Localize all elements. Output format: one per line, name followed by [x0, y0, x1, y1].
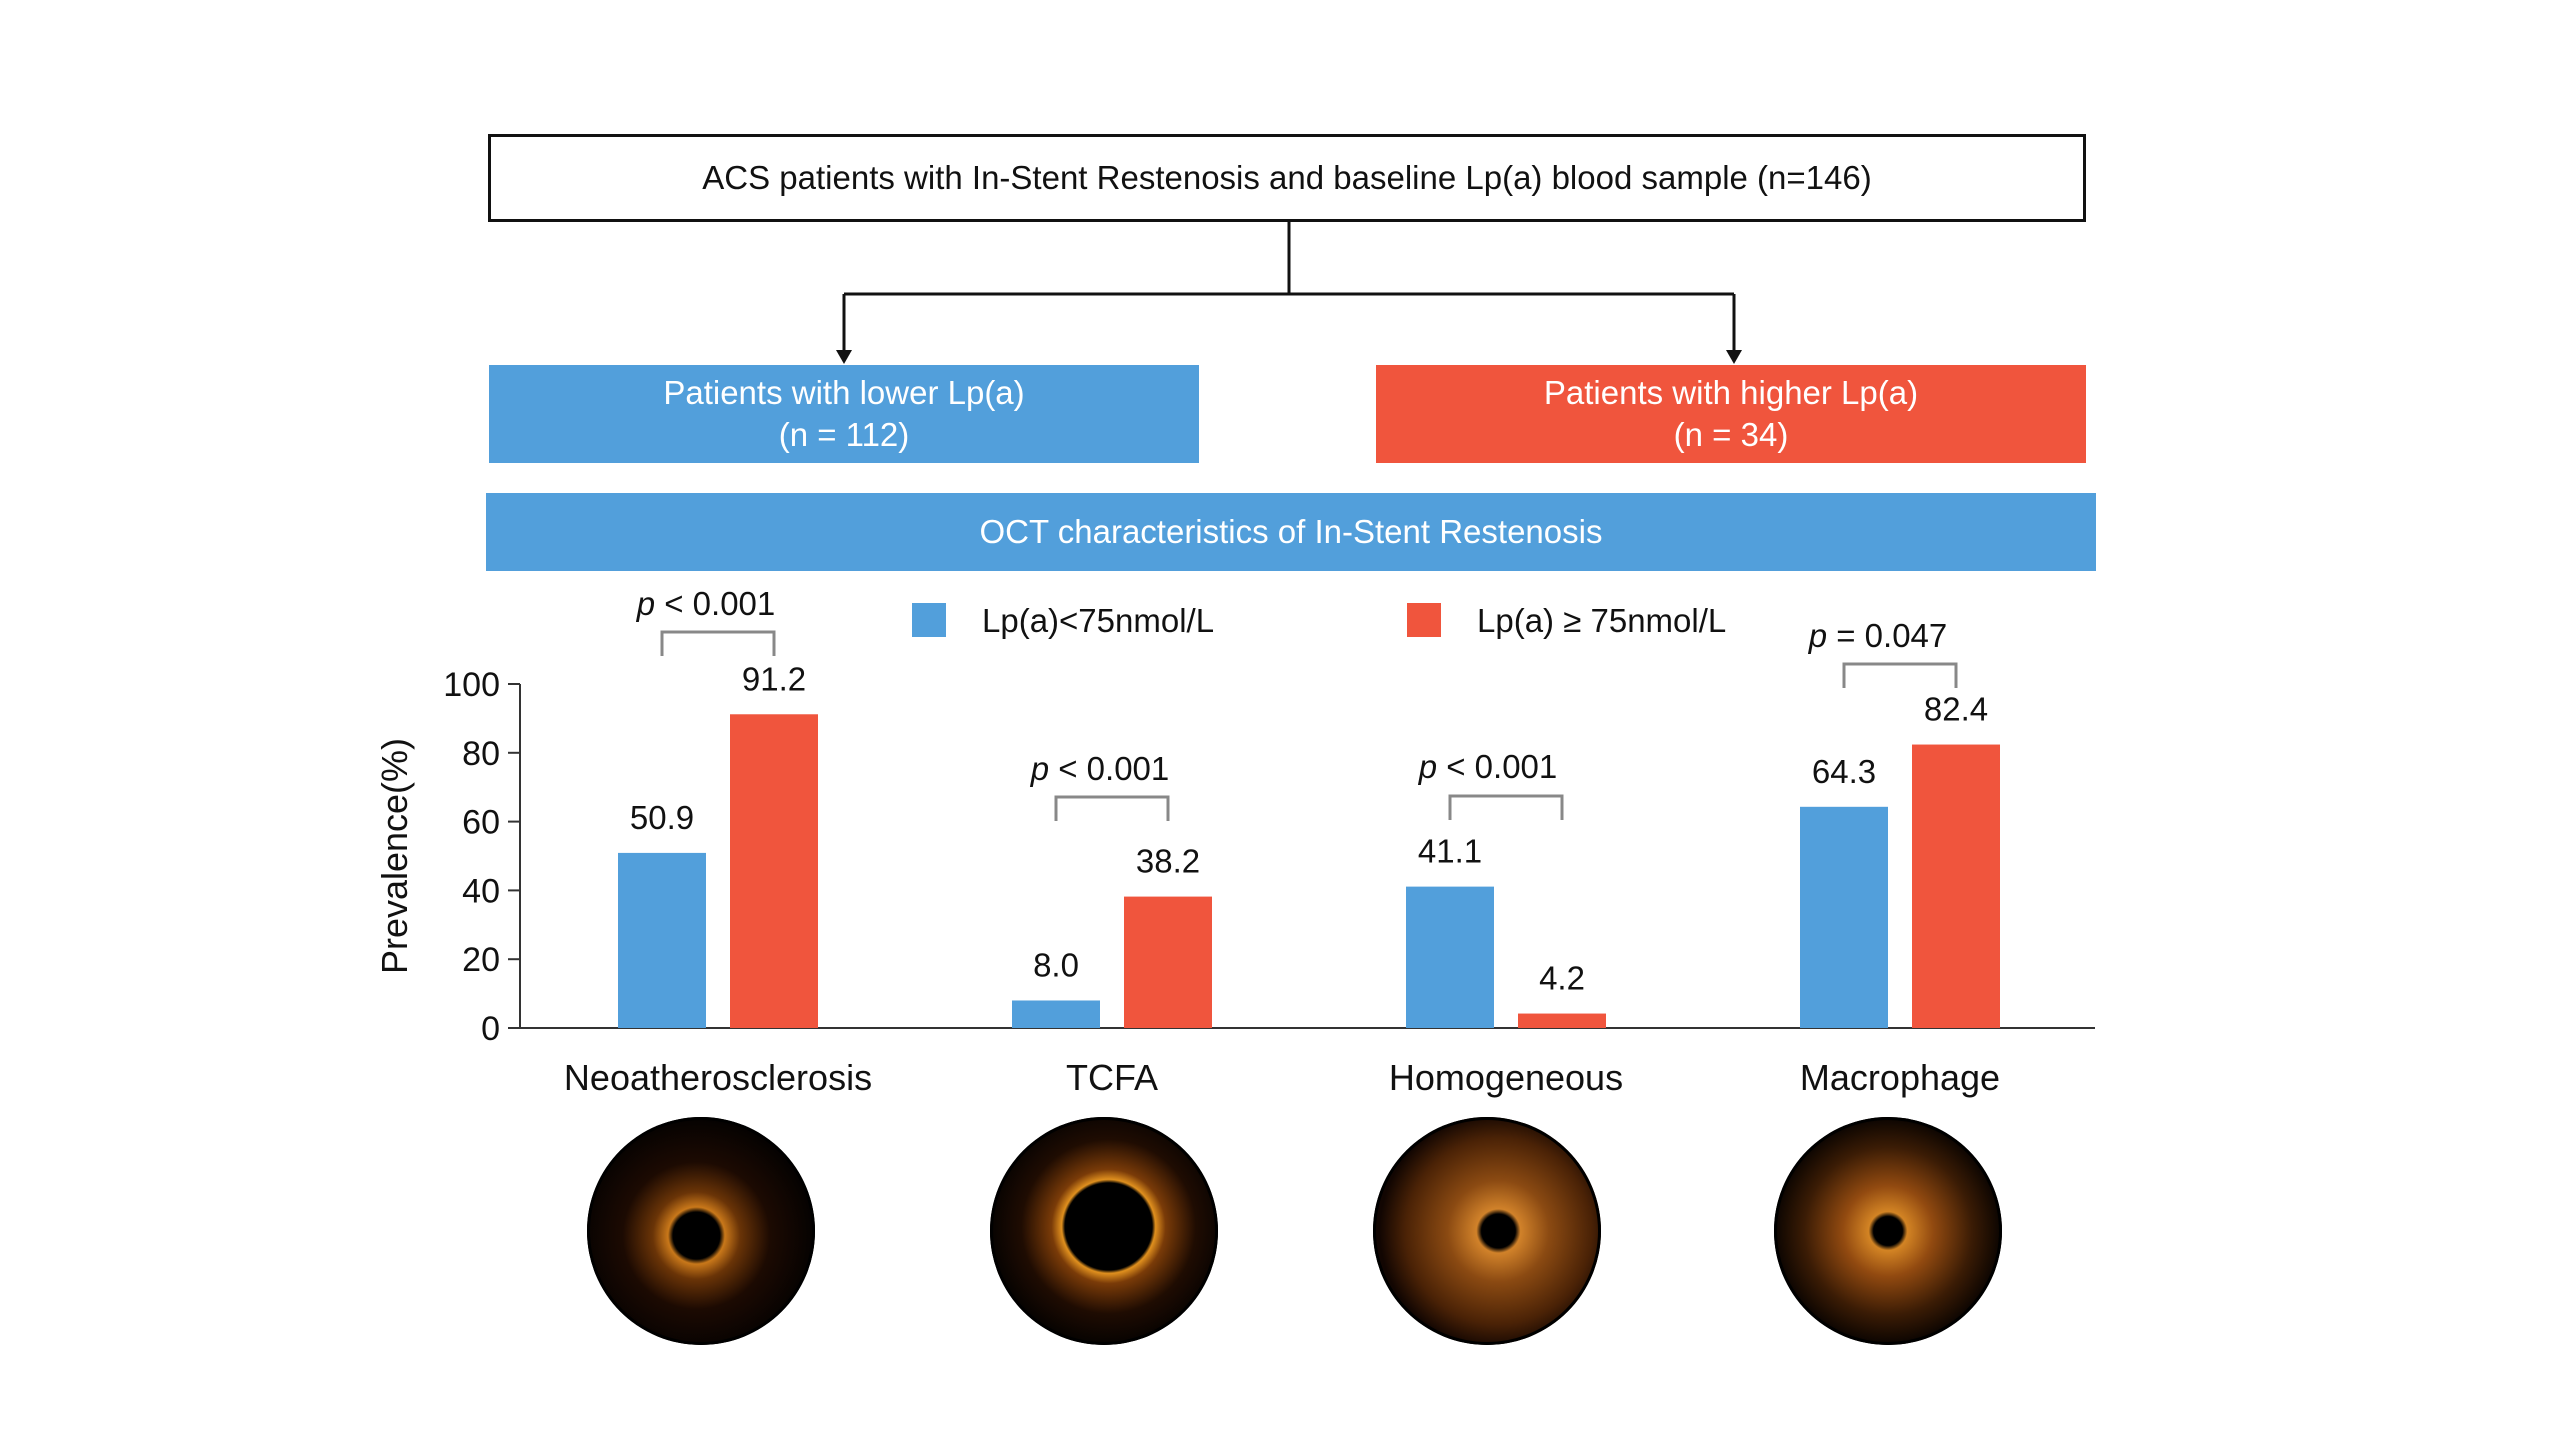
legend-swatch	[912, 603, 946, 637]
y-tick-label: 60	[462, 804, 500, 842]
p-value-label: p = 0.047	[1808, 617, 1948, 654]
bar-neoatherosclerosis-high	[730, 714, 818, 1028]
significance-bracket	[1842, 662, 1958, 688]
legend-label: Lp(a) ≥ 75nmol/L	[1477, 602, 1726, 639]
lower-lpa-title: Patients with lower Lp(a)	[663, 374, 1025, 411]
Homogeneous-oct-icon	[1373, 1117, 1601, 1345]
y-tick-label: 80	[462, 735, 500, 773]
arrowhead-left	[836, 350, 852, 364]
legend-label: Lp(a)<75nmol/L	[982, 602, 1214, 639]
Macrophage-oct-icon	[1774, 1117, 2002, 1345]
bar-value-label: 4.2	[1539, 960, 1585, 997]
bar-macrophage-high	[1912, 744, 2000, 1028]
significance-bracket	[660, 630, 776, 656]
y-tick-label: 20	[462, 941, 500, 979]
oct-banner-text: OCT characteristics of In-Stent Restenos…	[979, 513, 1603, 550]
flow-connectors	[836, 222, 1742, 364]
x-category-label: TCFA	[1066, 1057, 1158, 1098]
significance-bracket	[1054, 795, 1170, 821]
bar-homogeneous-low	[1406, 886, 1494, 1028]
x-category-label: Neoatherosclerosis	[564, 1057, 872, 1098]
y-tick-label: 0	[481, 1010, 500, 1048]
x-category-label: Macrophage	[1800, 1057, 2000, 1098]
bar-value-label: 50.9	[630, 799, 694, 836]
higher-lpa-title: Patients with higher Lp(a)	[1543, 374, 1919, 411]
y-tick-label: 40	[462, 872, 500, 910]
bar-value-label: 91.2	[742, 660, 806, 697]
cohort-text: ACS patients with In-Stent Restenosis an…	[702, 159, 1872, 196]
bar-value-label: 38.2	[1136, 843, 1200, 880]
p-value-label: p < 0.001	[636, 585, 776, 622]
arrowhead-right	[1726, 350, 1742, 364]
p-value-label: p < 0.001	[1418, 748, 1558, 785]
y-axis-label: Prevalence(%)	[374, 738, 415, 974]
bar-value-label: 82.4	[1924, 691, 1988, 728]
lower-lpa-box: Patients with lower Lp(a) (n = 112)	[489, 365, 1199, 463]
significance-bracket	[1448, 794, 1564, 820]
bar-tcfa-low	[1012, 1000, 1100, 1028]
x-category-label: Homogeneous	[1389, 1057, 1623, 1098]
p-value-label: p < 0.001	[1030, 750, 1170, 787]
bar-value-label: 64.3	[1812, 753, 1876, 790]
bar-neoatherosclerosis-low	[618, 852, 706, 1028]
legend-swatch	[1407, 603, 1441, 637]
TCFA-oct-icon	[990, 1117, 1218, 1345]
oct-banner: OCT characteristics of In-Stent Restenos…	[486, 493, 2096, 571]
bar-value-label: 41.1	[1418, 833, 1482, 870]
lower-lpa-n: (n = 112)	[778, 416, 910, 453]
bar-value-label: 8.0	[1033, 946, 1079, 983]
chart-bars: 50.9 91.2 Neoatherosclerosis p < 0.001 8.0 38…	[564, 585, 2000, 1098]
higher-lpa-n: (n = 34)	[1673, 416, 1789, 453]
Neoatherosclerosis-oct-icon	[587, 1117, 815, 1345]
y-tick-label: 100	[443, 666, 500, 704]
bar-homogeneous-high	[1518, 1013, 1606, 1028]
higher-lpa-box: Patients with higher Lp(a) (n = 34)	[1376, 365, 2086, 463]
cohort-box: ACS patients with In-Stent Restenosis an…	[488, 134, 2086, 222]
bar-macrophage-low	[1800, 806, 1888, 1028]
bar-tcfa-high	[1124, 896, 1212, 1028]
chart-legend: Lp(a)<75nmol/L Lp(a) ≥ 75nmol/L	[912, 602, 1726, 639]
